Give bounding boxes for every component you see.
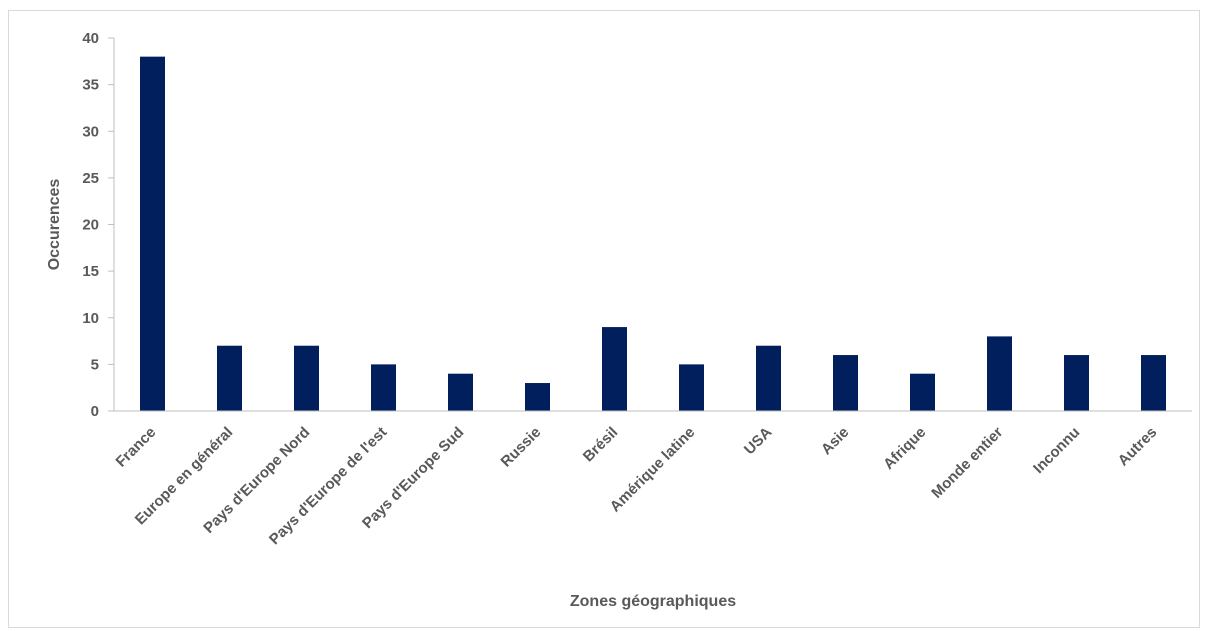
y-tick-label: 20	[82, 217, 99, 234]
bar	[602, 327, 627, 411]
bar	[525, 383, 550, 411]
x-axis-title: Zones géographiques	[570, 593, 736, 610]
x-tick-label: Amérique latine	[607, 424, 699, 516]
y-axis-ticks: 0 5 10 15 20 25 30 35 40	[82, 30, 114, 420]
chart-frame	[8, 10, 1200, 628]
bar	[987, 336, 1012, 411]
y-tick-label: 25	[82, 170, 99, 187]
y-tick-label: 40	[82, 30, 99, 47]
x-tick-label: Monde entier	[928, 424, 1006, 502]
bar	[1141, 355, 1166, 411]
y-tick-label: 15	[82, 263, 99, 280]
bar	[833, 355, 858, 411]
y-tick-label: 30	[82, 123, 99, 140]
x-tick-label: Brésil	[580, 424, 622, 466]
bars	[140, 56, 1166, 412]
y-tick-label: 5	[91, 356, 99, 373]
bar	[679, 364, 704, 411]
bar	[371, 364, 396, 411]
x-tick-label: Inconnu	[1030, 424, 1083, 477]
bar	[910, 373, 935, 411]
x-tick-label: France	[113, 424, 160, 471]
bar	[217, 345, 242, 411]
bar	[1064, 355, 1089, 411]
x-tick-label: Afrique	[880, 424, 929, 473]
bar	[294, 345, 319, 411]
bar	[448, 373, 473, 411]
y-tick-label: 10	[82, 310, 99, 327]
y-tick-label: 0	[91, 403, 99, 420]
x-tick-label: Autres	[1115, 424, 1161, 470]
y-axis-title: Occurences	[46, 179, 63, 271]
bar	[140, 56, 165, 412]
x-tick-label: USA	[741, 424, 776, 459]
x-tick-label: Russie	[498, 424, 545, 471]
y-tick-label: 35	[82, 77, 99, 94]
x-tick-label: Asie	[818, 424, 852, 458]
bar	[756, 345, 781, 411]
